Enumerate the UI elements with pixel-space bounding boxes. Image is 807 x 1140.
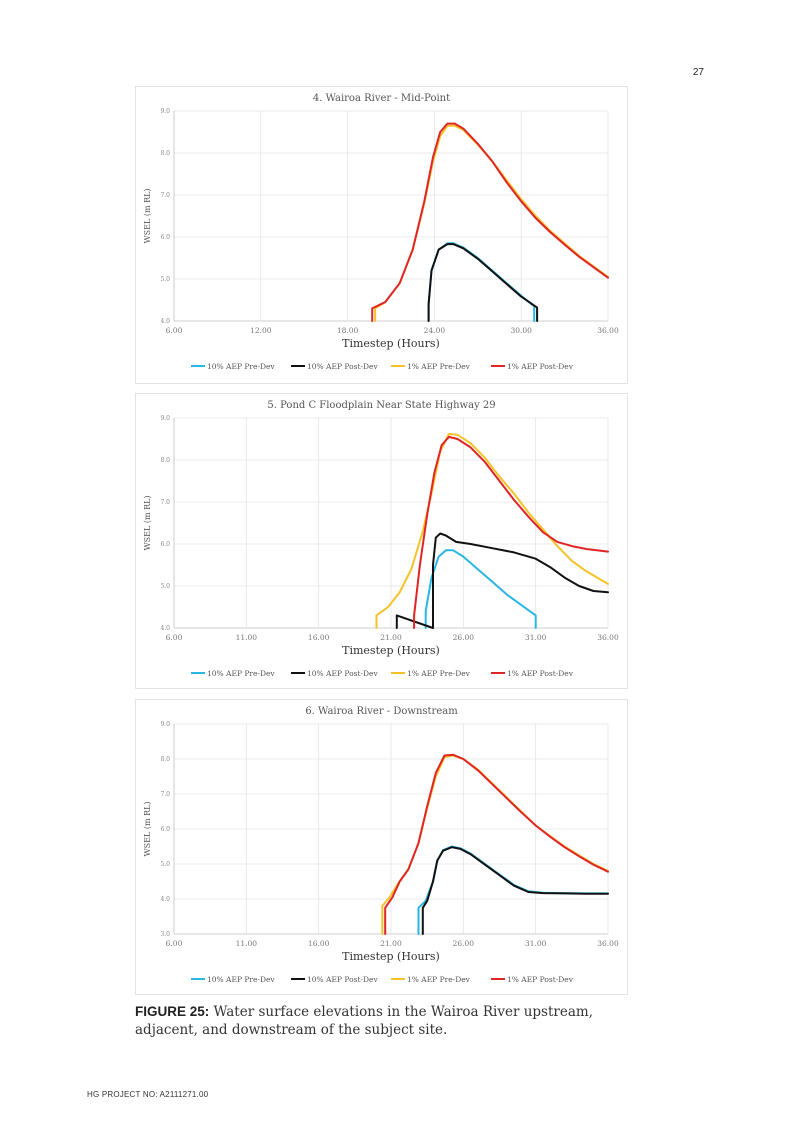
chart-svg: 6. Wairoa River - Downstream 3.0 4.0 5.0 6.0… <box>143 706 619 984</box>
y-axis-label: WSEL (m RL) <box>143 188 152 243</box>
x-tick-label: 31.00 <box>525 939 547 948</box>
x-tick-label: 6.00 <box>166 633 183 642</box>
series-line-10-aep-pre-dev <box>424 549 537 629</box>
y-tick-label: 3.0 <box>160 931 170 938</box>
x-tick-label: 36.00 <box>597 939 619 948</box>
legend-label: 1% AEP Pre-Dev <box>407 975 471 984</box>
x-tick-label: 11.00 <box>236 633 258 642</box>
y-axis-label: WSEL (m RL) <box>143 801 152 856</box>
x-tick-label: 18.00 <box>337 326 359 335</box>
y-tick-label: 4.0 <box>160 625 170 632</box>
legend-label: 10% AEP Post-Dev <box>307 669 378 678</box>
series-line-1-aep-post-dev <box>413 435 609 629</box>
series-line-1-aep-post-dev <box>384 753 609 935</box>
x-tick-label: 36.00 <box>597 633 619 642</box>
series-line-10-aep-pre-dev <box>417 845 609 935</box>
x-tick-label: 11.00 <box>236 939 258 948</box>
x-tick-label: 26.00 <box>453 939 475 948</box>
series-line-10-aep-post-dev <box>427 243 539 322</box>
chart-pond-c-floodplain: 5. Pond C Floodplain Near State Highway … <box>135 393 628 689</box>
legend-label: 10% AEP Pre-Dev <box>207 362 275 371</box>
legend-label: 10% AEP Post-Dev <box>307 975 378 984</box>
y-tick-label: 6.0 <box>160 541 170 548</box>
x-tick-label: 30.00 <box>510 326 532 335</box>
legend-label: 10% AEP Pre-Dev <box>207 975 275 984</box>
y-tick-label: 7.0 <box>160 791 170 798</box>
page-number: 27 <box>692 67 704 78</box>
y-tick-label: 9.0 <box>160 721 170 728</box>
y-tick-label: 5.0 <box>160 276 170 283</box>
chart-title: 5. Pond C Floodplain Near State Highway … <box>267 400 495 411</box>
caption-label: FIGURE 25: <box>135 1004 210 1019</box>
x-tick-label: 16.00 <box>308 939 330 948</box>
x-axis-label: Timestep (Hours) <box>342 644 440 657</box>
legend-label: 1% AEP Post-Dev <box>507 975 574 984</box>
y-tick-label: 4.0 <box>160 318 170 325</box>
chart-title: 4. Wairoa River - Mid-Point <box>313 93 450 104</box>
legend-label: 10% AEP Pre-Dev <box>207 669 275 678</box>
x-tick-label: 16.00 <box>308 633 330 642</box>
x-tick-label: 24.00 <box>424 326 446 335</box>
x-tick-label: 21.00 <box>380 633 402 642</box>
series-line-10-aep-pre-dev <box>427 242 536 322</box>
x-axis-label: Timestep (Hours) <box>342 337 440 350</box>
y-tick-label: 8.0 <box>160 756 170 763</box>
chart-mid-point: 4. Wairoa River - Mid-Point 4.0 5.0 6.0 7.0 8… <box>135 86 628 384</box>
x-tick-label: 12.00 <box>250 326 272 335</box>
y-tick-label: 7.0 <box>160 192 170 199</box>
chart-svg: 5. Pond C Floodplain Near State Highway … <box>143 400 619 678</box>
legend-label: 10% AEP Post-Dev <box>307 362 378 371</box>
legend-label: 1% AEP Pre-Dev <box>407 362 471 371</box>
series-line-1-aep-pre-dev <box>374 124 609 322</box>
y-tick-label: 8.0 <box>160 457 170 464</box>
x-tick-label: 6.00 <box>166 326 183 335</box>
x-tick-label: 6.00 <box>166 939 183 948</box>
series-line-1-aep-pre-dev <box>381 754 609 935</box>
y-tick-label: 5.0 <box>160 861 170 868</box>
y-tick-label: 8.0 <box>160 150 170 157</box>
project-number-footer: HG PROJECT NO: A2111271.00 <box>87 1090 209 1099</box>
caption-text: Water surface elevations in the Wairoa R… <box>135 1004 593 1038</box>
y-tick-label: 7.0 <box>160 499 170 506</box>
series-line-1-aep-pre-dev <box>375 433 609 629</box>
y-tick-label: 6.0 <box>160 234 170 241</box>
chart-title: 6. Wairoa River - Downstream <box>305 706 458 717</box>
x-axis-label: Timestep (Hours) <box>342 950 440 963</box>
series-line-10-aep-post-dev <box>421 846 609 935</box>
y-tick-label: 9.0 <box>160 108 170 115</box>
figure-caption: FIGURE 25: Water surface elevations in t… <box>135 1003 635 1039</box>
y-tick-label: 4.0 <box>160 896 170 903</box>
legend-label: 1% AEP Post-Dev <box>507 362 574 371</box>
chart-svg: 4. Wairoa River - Mid-Point 4.0 5.0 6.0 7.0 8… <box>143 93 619 371</box>
y-tick-label: 6.0 <box>160 826 170 833</box>
x-tick-label: 21.00 <box>380 939 402 948</box>
series-line-10-aep-post-dev <box>395 532 609 629</box>
chart-downstream: 6. Wairoa River - Downstream 3.0 4.0 5.0 6.0… <box>135 699 628 995</box>
series-line-1-aep-post-dev <box>371 122 609 322</box>
y-axis-label: WSEL (m RL) <box>143 495 152 550</box>
x-tick-label: 26.00 <box>453 633 475 642</box>
legend-label: 1% AEP Pre-Dev <box>407 669 471 678</box>
x-tick-label: 36.00 <box>597 326 619 335</box>
x-tick-label: 31.00 <box>525 633 547 642</box>
legend-label: 1% AEP Post-Dev <box>507 669 574 678</box>
y-tick-label: 9.0 <box>160 415 170 422</box>
y-tick-label: 5.0 <box>160 583 170 590</box>
